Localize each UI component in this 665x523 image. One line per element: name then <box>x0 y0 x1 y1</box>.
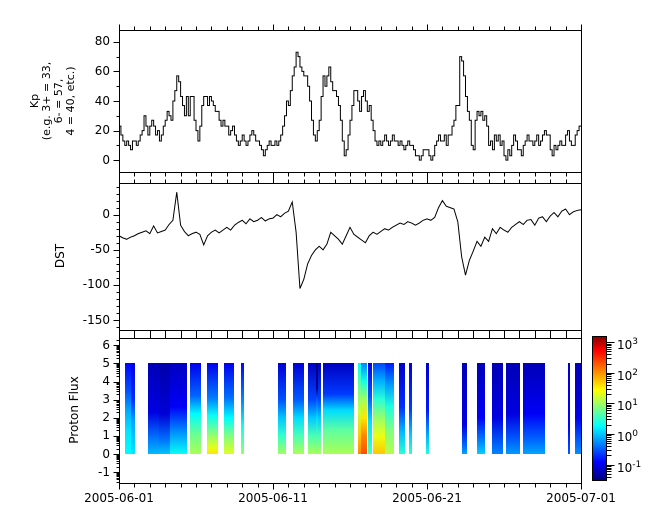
flux-column-24 <box>491 363 504 454</box>
flux-column-3 <box>159 363 170 454</box>
flux-column-17 <box>373 363 386 454</box>
flux-column-9 <box>277 363 287 454</box>
flux-ytick-label-2: 2 <box>102 410 110 425</box>
flux-column-4 <box>169 363 188 454</box>
kp-ytick-label-60: 60 <box>94 63 110 78</box>
dst-ytick-label--50: -50 <box>90 242 110 257</box>
flux-ytick-label-4: 4 <box>102 374 110 388</box>
flux-column-2 <box>148 363 160 454</box>
x-tick-label-2005-07-01: 2005-07-01 <box>546 491 616 505</box>
flux-column-15 <box>361 363 368 454</box>
flux-ytick-label-6: 6 <box>102 337 110 352</box>
flux-column-18 <box>385 363 395 454</box>
kp-ytick-label-40: 40 <box>94 93 110 108</box>
colorbar-tick-label-10e1: 101 <box>617 398 639 414</box>
kp-series-line <box>119 51 581 161</box>
flux-ytick-label--1: -1 <box>98 464 110 479</box>
colorbar-border <box>592 336 607 481</box>
proton_flux-panel-border <box>119 338 582 484</box>
flux-column-0 <box>125 363 131 454</box>
kp-ytick-label-20: 20 <box>94 123 110 138</box>
flux-column-26 <box>523 363 545 454</box>
flux-column-27 <box>567 363 570 454</box>
dst-series-line <box>118 192 582 289</box>
flux-column-1 <box>130 363 136 454</box>
colorbar <box>592 336 606 480</box>
colorbar-tick-label-10e0: 100 <box>617 429 639 445</box>
x-tick-label-2005-06-01: 2005-06-01 <box>84 491 154 505</box>
colorbar-tick-label-10e2: 102 <box>617 367 639 383</box>
kp-ytick-label-0: 0 <box>102 152 110 167</box>
flux-column-5 <box>189 363 202 454</box>
x-tick-label-2005-06-11: 2005-06-11 <box>238 491 308 505</box>
flux-ytick-label-1: 1 <box>102 428 110 443</box>
dst-ytick-label--100: -100 <box>82 277 110 292</box>
flux-column-6 <box>206 363 218 454</box>
dst-ytick-label--150: -150 <box>82 312 110 327</box>
flux-column-16 <box>368 363 373 454</box>
flux-column-28 <box>574 363 581 454</box>
flux-column-22 <box>462 363 467 454</box>
flux-column-12 <box>316 363 319 454</box>
flux-column-20 <box>408 363 413 454</box>
flux-column-21 <box>426 363 430 454</box>
dst-panel-border <box>119 183 582 331</box>
colorbar-tick-label-10e3: 103 <box>617 337 639 353</box>
colorbar-tick-label-10e-1: 10-1 <box>617 459 642 475</box>
flux-column-23 <box>477 363 485 454</box>
flux-column-19 <box>398 363 406 454</box>
kp-ytick-label-80: 80 <box>94 34 110 49</box>
x-tick-label-2005-06-21: 2005-06-21 <box>392 491 462 505</box>
flux-column-14 <box>357 363 362 454</box>
flux-column-8 <box>240 363 245 454</box>
dst-ytick-label-0: 0 <box>102 207 110 222</box>
flux-ytick-label-5: 5 <box>102 355 110 370</box>
flux-column-10 <box>293 363 304 454</box>
flux-column-7 <box>223 363 234 454</box>
proton-flux-spectrogram <box>119 338 581 483</box>
flux-column-25 <box>506 363 521 454</box>
flux-ytick-label-3: 3 <box>102 392 110 407</box>
flux-column-13 <box>323 363 354 454</box>
flux-ytick-label-0: 0 <box>102 446 110 461</box>
